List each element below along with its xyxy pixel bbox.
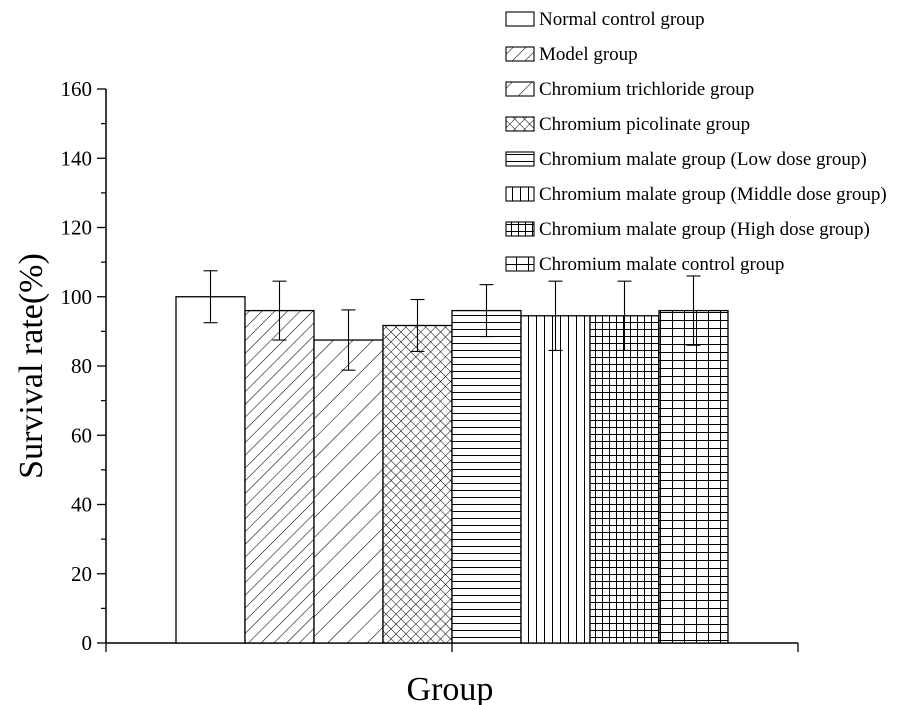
bar xyxy=(244,309,315,644)
y-tick-label: 100 xyxy=(61,285,93,309)
legend-swatch xyxy=(505,221,535,237)
legend-label: Model group xyxy=(539,44,638,65)
y-tick-label: 40 xyxy=(71,493,92,517)
y-tick-label: 160 xyxy=(61,77,93,101)
y-tick-label: 60 xyxy=(71,423,92,447)
bar xyxy=(313,339,384,644)
legend-swatch xyxy=(505,11,535,27)
legend-label: Chromium trichloride group xyxy=(539,79,754,100)
bar xyxy=(175,296,246,644)
legend-label: Chromium malate group (Middle dose group… xyxy=(539,184,887,205)
legend: Normal control group Model group Chromium … xyxy=(505,9,887,275)
legend-swatch xyxy=(505,116,535,132)
y-tick-label: 20 xyxy=(71,562,92,586)
bar xyxy=(589,315,660,644)
legend-swatch xyxy=(505,46,535,62)
bars xyxy=(175,296,729,644)
bar xyxy=(658,309,729,644)
bar xyxy=(520,315,591,644)
legend-label: Chromium malate group (High dose group) xyxy=(539,219,870,240)
x-axis-label: Group xyxy=(407,671,494,705)
legend-swatch xyxy=(505,81,535,97)
legend-label: Chromium picolinate group xyxy=(539,114,750,135)
y-tick-label: 80 xyxy=(71,354,92,378)
legend-label: Chromium malate control group xyxy=(539,254,784,275)
error-bars xyxy=(203,270,701,371)
legend-swatch xyxy=(505,151,535,167)
legend-label: Chromium malate group (Low dose group) xyxy=(539,149,867,170)
bar xyxy=(451,309,522,644)
y-tick-label: 120 xyxy=(61,216,93,240)
legend-swatch xyxy=(505,186,535,202)
legend-label: Normal control group xyxy=(539,9,705,30)
legend-swatch xyxy=(505,256,535,272)
y-tick-label: 0 xyxy=(82,631,93,655)
y-tick-label: 140 xyxy=(61,146,93,170)
bar xyxy=(382,324,453,644)
y-axis-label: Survival rate(%) xyxy=(13,253,50,479)
